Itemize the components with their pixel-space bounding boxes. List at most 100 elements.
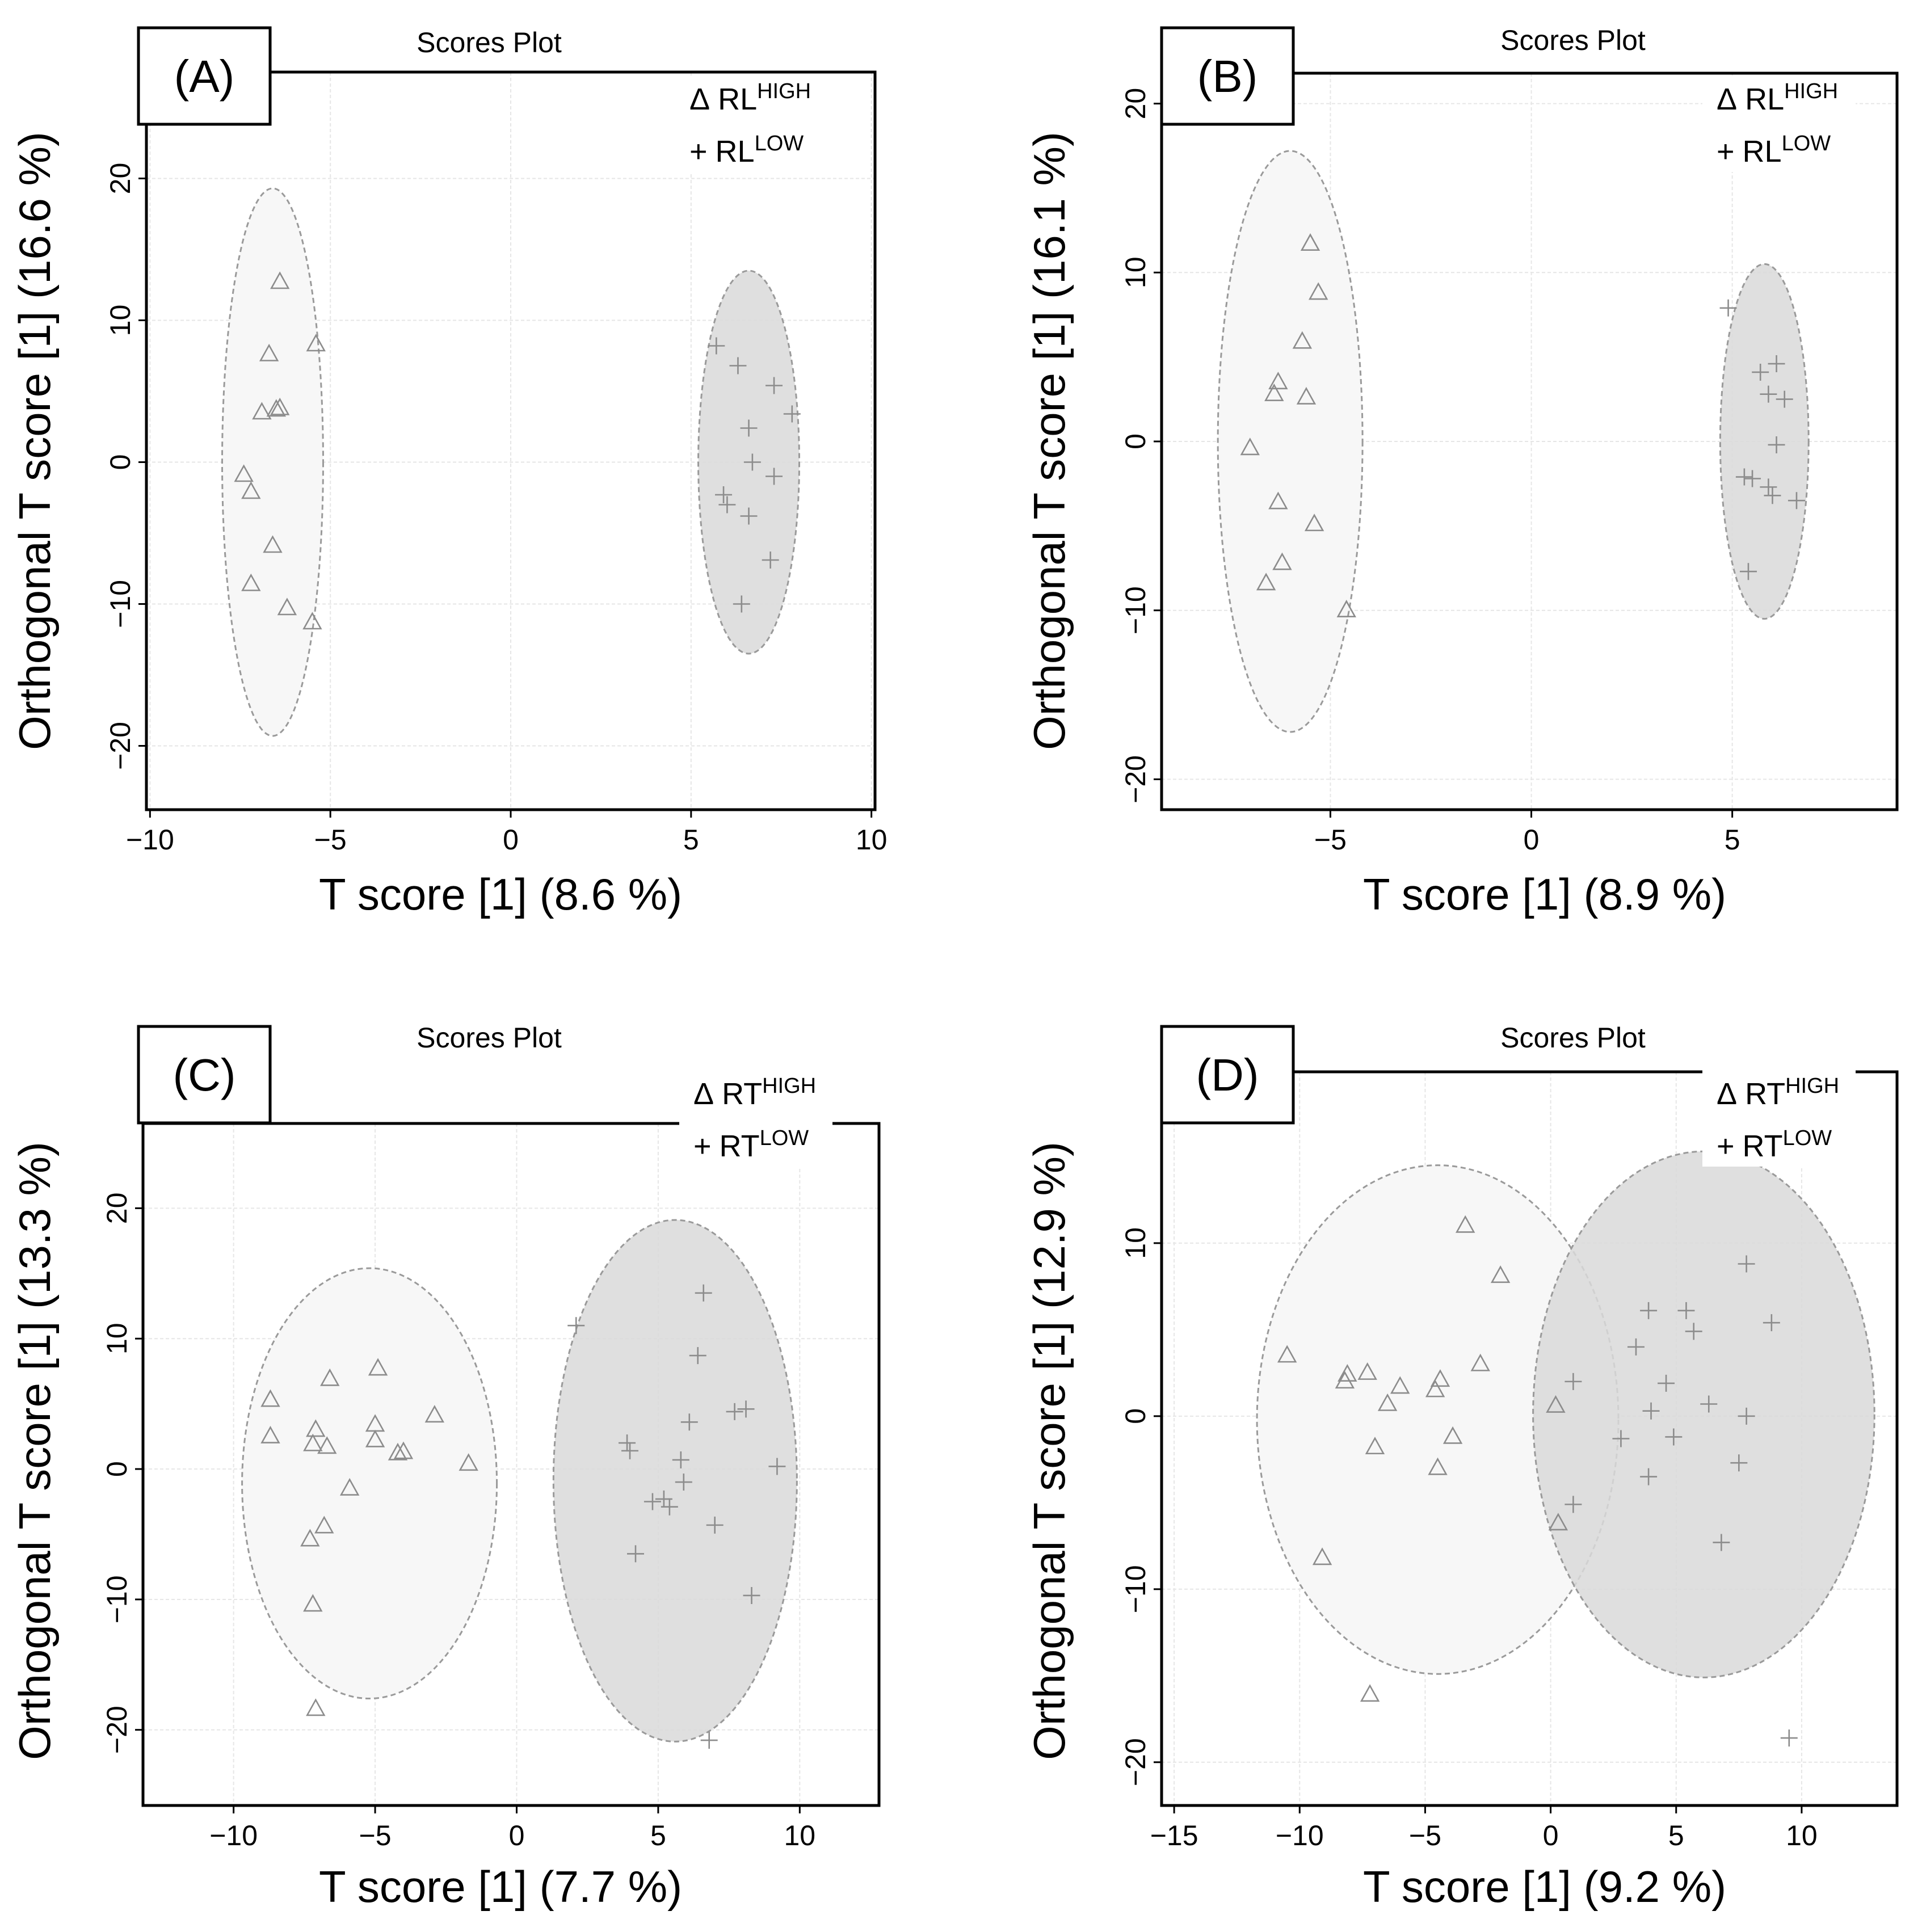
legend-entry-high: Δ RTHIGH	[693, 1074, 816, 1111]
confidence-ellipse-low	[552, 1219, 798, 1742]
legend: Δ RLHIGH+ RLLOW	[1702, 75, 1856, 172]
legend: Δ RTHIGH+ RTLOW	[1702, 1070, 1856, 1167]
data-point-triangle	[1357, 1362, 1377, 1380]
data-point-plus	[644, 1493, 661, 1510]
panel-label: (C)	[173, 1050, 235, 1100]
data-point-plus	[672, 1451, 689, 1468]
y-axis-label: Orthogonal T score [1] (16.6 %)	[10, 132, 60, 750]
data-point-plus	[1763, 1314, 1780, 1332]
legend-superscript: HIGH	[757, 79, 811, 103]
legend-background	[679, 1070, 832, 1167]
legend-entry-high: Δ RLHIGH	[689, 79, 811, 116]
legend-superscript: LOW	[755, 132, 804, 155]
data-point-triangle	[424, 1405, 445, 1423]
legend-superscript: HIGH	[1785, 1074, 1839, 1098]
data-point-plus	[626, 1545, 644, 1563]
plot-title: Scores Plot	[1500, 1022, 1646, 1054]
data-point-triangle	[1296, 386, 1317, 405]
data-point-plus	[1760, 385, 1777, 403]
data-point-plus	[1640, 1468, 1658, 1485]
series-rl-high	[1240, 233, 1356, 618]
data-point-triangle	[277, 597, 297, 616]
data-point-triangle	[300, 1529, 320, 1547]
data-point-triangle	[266, 399, 287, 417]
x-axis-label: T score [1] (8.9 %)	[1363, 869, 1726, 919]
data-point-plus	[1752, 363, 1769, 381]
data-point-triangle	[1292, 331, 1313, 349]
data-point-triangle	[303, 1433, 323, 1451]
confidence-ellipse-low	[1532, 1150, 1875, 1678]
legend-symbol: +	[693, 1129, 712, 1163]
data-point-plus	[1739, 563, 1757, 580]
data-point-triangle	[1470, 1353, 1490, 1371]
legend-entry-low: + RLLOW	[689, 132, 804, 169]
x-tick-label: −5	[1409, 1820, 1441, 1851]
data-point-triangle	[1428, 1457, 1448, 1475]
data-point-plus	[783, 405, 801, 423]
data-point-triangle	[1456, 1215, 1475, 1233]
legend-symbol: Δ	[1717, 1077, 1737, 1111]
data-point-plus	[762, 552, 779, 569]
legend-label: RT	[720, 1129, 760, 1163]
data-point-triangle	[270, 271, 290, 289]
series-rt-low	[1564, 1255, 1798, 1747]
y-tick-label: 10	[101, 1323, 133, 1354]
plot-title: Scores Plot	[417, 1022, 562, 1054]
data-point-plus	[680, 1413, 698, 1431]
y-tick-label: 0	[1120, 433, 1151, 449]
data-point-plus	[1764, 487, 1781, 504]
x-tick-label: 5	[1725, 824, 1740, 856]
confidence-ellipse-low	[1719, 263, 1810, 620]
data-point-plus	[706, 1516, 724, 1534]
legend-label: RT	[1745, 1077, 1785, 1111]
y-axis-label: Orthogonal T score [1] (16.1 %)	[1024, 132, 1074, 750]
legend-symbol: Δ	[689, 82, 710, 116]
series-rt-high	[1277, 1215, 1568, 1702]
data-point-plus	[1665, 1428, 1683, 1446]
confidence-ellipse-high	[221, 187, 324, 737]
legend-entry-low: + RLLOW	[1717, 132, 1831, 169]
y-tick-label: 20	[104, 163, 136, 195]
data-point-triangle	[306, 1698, 326, 1716]
data-point-plus	[1685, 1323, 1702, 1340]
y-tick-label: 20	[101, 1193, 133, 1224]
legend-background	[1702, 75, 1856, 172]
y-axis-label: Orthogonal T score [1] (13.3 %)	[10, 1142, 60, 1760]
data-point-plus	[1564, 1373, 1582, 1390]
data-point-triangle	[1268, 491, 1288, 510]
series-rl-low	[708, 337, 801, 613]
data-point-triangle	[1442, 1426, 1463, 1444]
data-point-triangle	[1264, 383, 1284, 401]
y-tick-label: 10	[1120, 256, 1151, 288]
plot-title: Scores Plot	[417, 27, 562, 58]
data-point-plus	[1612, 1430, 1630, 1447]
data-point-triangle	[1256, 573, 1276, 591]
data-point-plus	[766, 377, 783, 394]
y-tick-label: −20	[101, 1706, 133, 1754]
data-point-triangle	[1338, 1363, 1357, 1382]
data-point-plus	[700, 1732, 718, 1749]
data-point-triangle	[234, 464, 254, 482]
data-point-plus	[1760, 478, 1777, 496]
panel-label: (A)	[174, 51, 235, 102]
data-point-plus	[1700, 1395, 1718, 1413]
x-tick-label: 0	[503, 824, 519, 856]
legend: Δ RTHIGH+ RTLOW	[679, 1070, 832, 1167]
data-point-triangle	[259, 343, 279, 361]
data-point-triangle	[1268, 372, 1288, 390]
data-point-triangle	[1312, 1547, 1332, 1565]
data-point-plus	[1780, 1729, 1798, 1747]
data-point-triangle	[1377, 1393, 1398, 1411]
data-point-triangle	[241, 481, 261, 499]
panel-label: (B)	[1197, 51, 1258, 102]
data-point-plus	[1677, 1302, 1695, 1319]
data-point-triangle	[368, 1358, 388, 1376]
data-point-plus	[1713, 1534, 1730, 1551]
data-point-triangle	[1304, 513, 1324, 532]
plot-frame	[1160, 1070, 1899, 1807]
legend-label: RT	[722, 1077, 762, 1111]
data-point-plus	[708, 337, 725, 355]
panel-label-box	[137, 1025, 272, 1125]
data-point-plus	[718, 496, 736, 513]
x-tick-label: −5	[314, 824, 347, 856]
